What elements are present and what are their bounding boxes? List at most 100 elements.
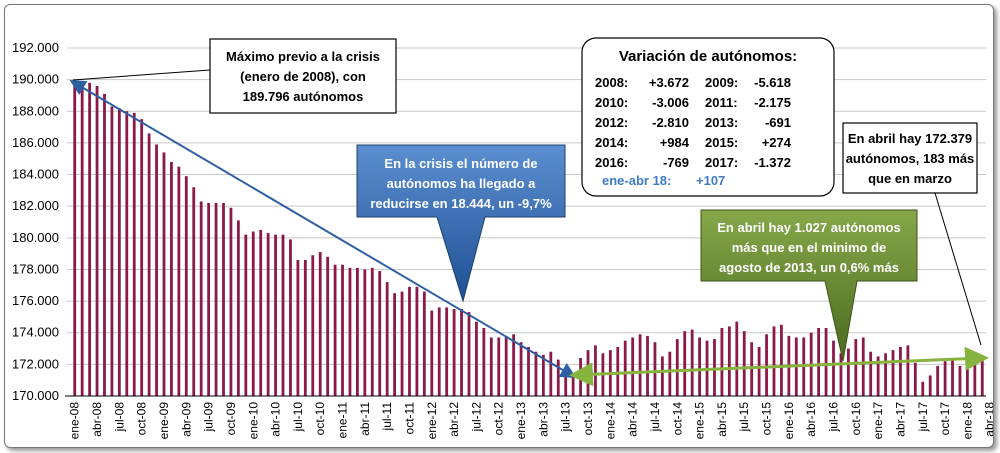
bar [177, 166, 181, 396]
bar [326, 256, 330, 396]
y-axis-ticks: 170.000 172.000 174.000 176.000 178.000 180.0… [12, 40, 59, 403]
bar [854, 339, 858, 396]
crisis-callout-line2: autónomos ha llegado a [387, 176, 537, 191]
bar [482, 327, 486, 396]
bar [140, 119, 144, 397]
bar [579, 358, 582, 396]
variation-cell: +3.672 [649, 75, 689, 90]
x-tick-label: jul-17 [916, 402, 930, 433]
bar [564, 370, 568, 396]
bar [869, 351, 873, 396]
bar [943, 361, 947, 396]
recovery-callout-line1: En abril hay 1.027 autónomos [717, 220, 901, 235]
bar [832, 340, 835, 396]
bar [251, 231, 255, 396]
bar [117, 108, 121, 397]
x-tick-label: ene-13 [514, 402, 528, 440]
x-tick-label: abr-18 [983, 402, 993, 437]
x-tick-label: ene-14 [603, 402, 617, 440]
variation-title: Variación de autónomos: [619, 48, 797, 65]
chart-frame: 170.000 172.000 174.000 176.000 178.000 180.0… [4, 4, 994, 448]
variation-cell: +984 [660, 135, 690, 150]
recovery-callout-line3: agosto de 2013, un 0,6% más [719, 260, 899, 275]
x-tick-label: abr-15 [715, 402, 729, 437]
bar [222, 203, 225, 396]
bar [370, 267, 374, 396]
bar [341, 264, 344, 396]
x-tick-label: abr-11 [358, 402, 372, 436]
bar [980, 358, 984, 396]
bar [899, 346, 902, 396]
bar [936, 365, 940, 396]
ytd-value: +107 [696, 173, 725, 188]
x-tick-label: jul-11 [380, 402, 394, 432]
crisis-callout: En la crisis el número de autónomos ha l… [356, 144, 566, 303]
decline-arrow [69, 79, 577, 379]
y-tick-label: 192.000 [12, 40, 59, 55]
x-tick-label: oct-09 [224, 402, 238, 436]
variation-cell: 2008: [595, 75, 628, 90]
bar [541, 354, 545, 396]
bar [408, 286, 411, 396]
bar [556, 359, 560, 396]
bar [199, 201, 203, 396]
y-tick-label: 172.000 [12, 356, 59, 371]
variation-cell: 2014: [595, 135, 628, 150]
y-tick-label: 180.000 [12, 230, 59, 245]
bar [125, 111, 129, 397]
april-callout-line3: que en marzo [868, 171, 952, 186]
x-tick-label: oct-08 [135, 402, 149, 436]
bar [88, 82, 91, 397]
bar [415, 286, 419, 396]
y-tick-label: 178.000 [12, 261, 59, 276]
bar [675, 339, 679, 396]
x-tick-label: ene-11 [336, 402, 350, 439]
bar [757, 346, 761, 396]
y-tick-label: 182.000 [12, 198, 59, 213]
bar [661, 356, 664, 396]
bar [623, 340, 627, 396]
bar [504, 335, 508, 396]
bar [155, 144, 158, 396]
bar [906, 345, 910, 396]
bar [132, 112, 136, 396]
bar [460, 309, 463, 396]
variation-cell: 2009: [705, 75, 738, 90]
bar [839, 353, 843, 396]
variation-cell: 2012: [595, 115, 628, 130]
bar [147, 133, 151, 397]
bar [303, 259, 307, 396]
bar [162, 152, 166, 396]
x-tick-label: oct-10 [313, 402, 327, 436]
variation-cell: 2017: [705, 155, 738, 170]
variation-box: Variación de autónomos: 2008: +3.672 2009:… [581, 37, 835, 197]
bar [928, 375, 932, 396]
bar [631, 337, 635, 396]
recovery-arrow [569, 346, 989, 387]
bar [683, 331, 687, 396]
y-tick-label: 188.000 [12, 103, 59, 118]
x-tick-label: ene-17 [871, 402, 885, 440]
variation-cell: 2010: [595, 95, 628, 110]
crisis-callout-line1: En la crisis el número de [384, 156, 537, 171]
y-tick-label: 186.000 [12, 135, 59, 150]
bar [333, 264, 337, 396]
x-tick-label: abr-16 [804, 402, 818, 437]
x-tick-label: oct-11 [402, 402, 416, 435]
variation-cell: -2.810 [652, 115, 689, 130]
x-tick-label: oct-14 [670, 402, 684, 436]
variation-cell: 2015: [705, 135, 738, 150]
bar [400, 291, 404, 396]
x-tick-label: oct-15 [760, 402, 774, 436]
bar [594, 345, 597, 396]
bar [363, 269, 367, 396]
bar [80, 84, 84, 396]
x-tick-label: abr-13 [536, 402, 550, 437]
recovery-callout-line2: más que en el minimo de [732, 240, 887, 255]
x-tick-label: ene-18 [960, 402, 974, 440]
bar [973, 361, 977, 396]
bar [445, 307, 449, 396]
bar [646, 335, 649, 396]
bar [846, 348, 850, 396]
bar [519, 342, 523, 396]
